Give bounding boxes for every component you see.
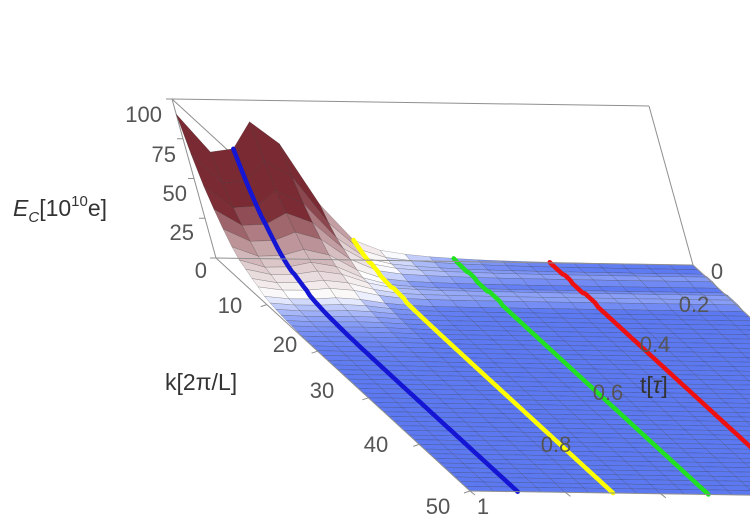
- surface-cell-17-18: [731, 343, 750, 349]
- surface-cell-11-19: [724, 315, 750, 322]
- t-tick-labels: 0 0.2 0.4 0.6 0.8 1: [477, 259, 723, 519]
- surface-cell-41-13: [733, 453, 750, 459]
- surface-cell-47-12: [740, 481, 750, 487]
- z-tick-label-75: 75: [152, 142, 176, 167]
- k-tick-label-40: 40: [364, 432, 388, 457]
- surface-cell-19-18: [741, 352, 750, 358]
- t-tick-label-0.6: 0.6: [593, 380, 624, 405]
- surface-cell-33-15: [740, 416, 750, 422]
- surface-cell-15-18: [721, 334, 750, 340]
- t-axis-label-tau: τ: [653, 372, 663, 398]
- box-edge-front-t-far: [469, 490, 750, 496]
- box-edge-back-vertical-t: [648, 105, 694, 266]
- tick-marks: [166, 98, 667, 499]
- t-tick-label-0: 0: [711, 259, 723, 284]
- t-tick-label-0.4: 0.4: [640, 332, 671, 357]
- z-axis-label-close: e]: [88, 195, 107, 221]
- surface-cell-15-19: [744, 334, 750, 340]
- surface-cell-27-16: [734, 389, 750, 395]
- k-tick-label-10: 10: [218, 293, 242, 318]
- surface-cell-13-19: [734, 325, 750, 331]
- surface-cell-43-13: [744, 462, 750, 468]
- surface-cell-31-15: [730, 407, 750, 413]
- box-edge-back-top-t: [171, 98, 650, 107]
- slice-line-0: [231, 146, 520, 494]
- z-tick-labels: 0 25 50 75 100: [125, 102, 207, 283]
- t-axis-label-close: ]: [661, 372, 667, 398]
- k-tick-labels: 10 20 30 40 50: [218, 293, 450, 519]
- surface-cell-29-15: [720, 398, 750, 404]
- surface-cell-48-12: [745, 485, 750, 490]
- surface-cell-29-16: [744, 398, 750, 404]
- slice-lines: [231, 146, 750, 497]
- k-tick-4: [463, 490, 471, 494]
- box-edge-front-k-far: [692, 264, 750, 318]
- surface-cell-32-15: [735, 412, 750, 418]
- slice-line-1: [351, 237, 616, 496]
- surface-cell-39-13: [723, 444, 750, 450]
- k-tick-0: [260, 304, 267, 308]
- surface-cell-42-13: [738, 458, 750, 464]
- surface-cell-26-16: [729, 384, 750, 390]
- t-tick-label-1: 1: [477, 494, 489, 519]
- k-tick-3: [413, 443, 420, 447]
- surface-cell-45-12: [730, 471, 750, 477]
- z-tick-label-100: 100: [125, 102, 162, 127]
- t-tick-label-0.2: 0.2: [679, 292, 710, 317]
- surface-cell-14-19: [739, 329, 750, 335]
- surface-cell-22-17: [732, 366, 750, 372]
- surface-cell-40-13: [728, 448, 750, 455]
- k-tick-1: [311, 350, 318, 354]
- surface-cell-23-17: [737, 370, 750, 377]
- z-tick-label-50: 50: [163, 181, 187, 206]
- t-axis-label-main: t[: [640, 372, 653, 398]
- z-axis-label-sub: C: [28, 209, 39, 226]
- surface-cell-49-11: [726, 490, 750, 496]
- surface-cell-21-17: [727, 361, 750, 367]
- box-edge-front-k: [215, 257, 471, 492]
- surface-cell-48-11: [721, 485, 750, 491]
- t-tick-label-0.8: 0.8: [541, 432, 572, 457]
- surface-cell-46-12: [735, 476, 750, 482]
- surface-cell-18-18: [736, 348, 750, 354]
- z-axis-label-sup: 10: [71, 193, 88, 210]
- slice-line-2: [451, 256, 711, 497]
- bounding-box-front: [215, 257, 750, 496]
- t-tick-1: [565, 492, 571, 497]
- box-edge-front-t: [215, 257, 694, 266]
- surface-cell-20-18: [746, 357, 750, 361]
- k-tick-label-50: 50: [426, 494, 450, 519]
- t-tick-2: [660, 493, 667, 499]
- t-tick-0: [469, 490, 476, 496]
- t-axis-label: t[τ]: [640, 372, 668, 398]
- surface-cell-44-12: [725, 467, 750, 473]
- surface-cell-28-16: [739, 393, 750, 399]
- surface-cell-24-17: [742, 375, 750, 381]
- k-tick-label-20: 20: [273, 332, 297, 357]
- surface-cell-30-15: [725, 402, 750, 409]
- surface-cell-25-16: [724, 379, 750, 386]
- z-axis-label-open: [10: [39, 195, 71, 221]
- z-tick-label-0: 0: [195, 258, 207, 283]
- slice-line-3: [547, 259, 750, 450]
- z-axis-label-main: E: [13, 195, 29, 221]
- z-axis-label: EC[1010e]: [13, 193, 107, 226]
- surface-cell-12-19: [729, 320, 750, 326]
- surface: [176, 113, 750, 496]
- surface-cell-16-18: [726, 338, 750, 344]
- surface-cell-20-17: [722, 356, 750, 363]
- k-tick-label-30: 30: [310, 378, 334, 403]
- k-tick-2: [362, 397, 369, 401]
- z-tick-label-25: 25: [170, 220, 194, 245]
- k-axis-label: k[2π/L]: [165, 369, 237, 395]
